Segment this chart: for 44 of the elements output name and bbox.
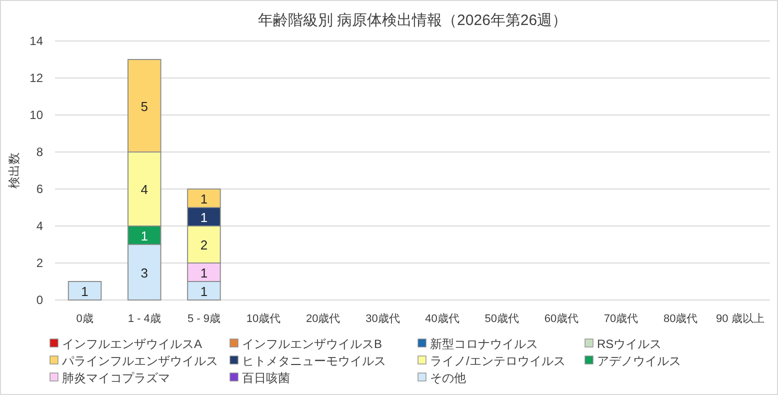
data-label: 1	[200, 191, 208, 206]
x-tick-label: 20歳代	[306, 312, 340, 325]
legend-label: アデノウイルス	[597, 354, 681, 368]
data-label: 4	[140, 182, 148, 197]
y-tick-label: 0	[36, 293, 44, 307]
x-tick-label: 60歳代	[544, 312, 579, 325]
data-label: 1	[200, 284, 208, 299]
legend-label: RSウイルス	[597, 337, 662, 351]
data-label: 5	[140, 98, 148, 114]
y-tick-label: 8	[36, 145, 44, 159]
x-tick-label: 1 - 4歳	[128, 312, 161, 325]
y-tick-label: 6	[36, 182, 44, 196]
data-label: 2	[200, 238, 208, 252]
x-tick-label: 5 - 9歳	[187, 312, 220, 325]
bar	[68, 281, 102, 300]
legend-label: ヒトメタニューモウイルス	[242, 354, 386, 368]
x-tick-label: 10歳代	[246, 312, 281, 325]
y-tick-label: 2	[36, 256, 44, 270]
data-label: 1	[81, 284, 88, 299]
x-tick-label: 70歳代	[604, 312, 638, 325]
y-tick-label: 4	[36, 219, 44, 233]
legend-label: 肺炎マイコプラズマ	[62, 371, 170, 385]
y-tick-label: 12	[30, 71, 44, 85]
data-label: 1	[200, 210, 208, 225]
y-tick-label: 10	[30, 108, 44, 122]
chart-title: 年齢階級別 病原体検出情報（2026年第26週）	[258, 12, 568, 29]
x-tick-label: 50歳代	[484, 312, 519, 325]
data-label: 1	[140, 228, 148, 244]
data-label: 1	[200, 265, 208, 280]
x-tick-label: 40歳代	[425, 312, 460, 325]
legend-label: ライノ/エンテロウイルス	[430, 354, 566, 368]
legend-label: インフルエンザウイルスB	[242, 337, 382, 351]
y-axis-title: 検出数	[7, 152, 21, 188]
x-tick-label: 90 歳以上	[716, 312, 764, 325]
legend-label: 百日咳菌	[242, 371, 290, 385]
x-tick-label: 80歳代	[664, 312, 698, 325]
x-tick-label: 30歳代	[366, 312, 400, 325]
x-tick-label: 0歳	[76, 312, 94, 325]
y-tick-label: 14	[30, 34, 44, 48]
legend-label: パラインフルエンザウイルス	[61, 354, 218, 368]
legend-label: その他	[430, 371, 466, 385]
data-label: 3	[140, 265, 148, 280]
legend-label: 新型コロナウイルス	[430, 337, 538, 351]
legend-label: インフルエンザウイルスA	[62, 337, 202, 351]
